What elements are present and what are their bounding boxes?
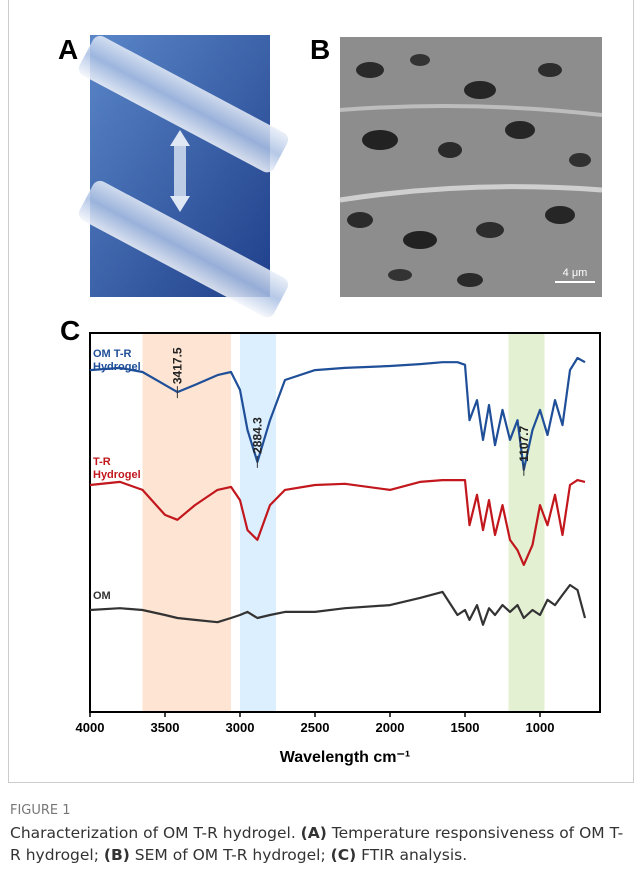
x-tick-label: 3500 <box>151 720 180 735</box>
photo-b: 4 μm <box>339 37 603 297</box>
x-tick-label: 1000 <box>526 720 555 735</box>
peak-label: 2884.3 <box>250 417 264 454</box>
figure-number: FIGURE 1 <box>10 803 71 818</box>
x-tick-label: 2500 <box>301 720 330 735</box>
caption-panel-ref: (A) <box>300 824 327 842</box>
x-tick-label: 4000 <box>76 720 105 735</box>
series-name: OM <box>93 590 111 602</box>
caption-panel-ref: (B) <box>103 846 130 864</box>
highlight-band <box>508 333 545 712</box>
caption: Characterization of OM T-R hydrogel. (A)… <box>10 822 630 866</box>
photo-a <box>78 35 289 318</box>
spectrum-line <box>89 356 586 471</box>
series-name: OM T-R Hydrogel <box>93 348 141 373</box>
ftir-chart: 4000 3500 3000 2500 2000 1500 1000 Wavelength c… <box>76 332 601 766</box>
figure: 4 μm C 4000 3500 3000 2500 2000 1500 1000 Wavel… <box>60 35 603 766</box>
series-name: T-R Hydrogel <box>93 456 141 481</box>
panel-label: B <box>310 34 331 65</box>
peak-label: 3417.5 <box>170 347 184 384</box>
plot-frame <box>89 332 601 713</box>
panel-label: C <box>60 315 80 346</box>
peak-label: 1107.7 <box>517 425 531 461</box>
x-tick-label: 3000 <box>226 720 255 735</box>
caption-text: Temperature responsiveness of OM T-R hyd… <box>10 824 624 864</box>
highlight-band <box>142 333 231 712</box>
scale-bar-label: 4 μm <box>563 267 588 279</box>
x-tick-label: 1500 <box>451 720 480 735</box>
caption-text: FTIR analysis. <box>356 846 468 864</box>
caption-text: SEM of OM T-R hydrogel; <box>129 846 331 864</box>
spectrum-line <box>89 583 587 626</box>
figure-frame <box>8 0 634 783</box>
x-tick-label: 2000 <box>376 720 405 735</box>
x-axis-title: Wavelength cm⁻¹ <box>280 749 411 766</box>
caption-text: Characterization of OM T-R hydrogel. <box>10 824 301 842</box>
spectrum-line <box>89 479 586 566</box>
caption-panel-ref: (C) <box>330 846 357 864</box>
panel-label: A <box>58 34 79 65</box>
